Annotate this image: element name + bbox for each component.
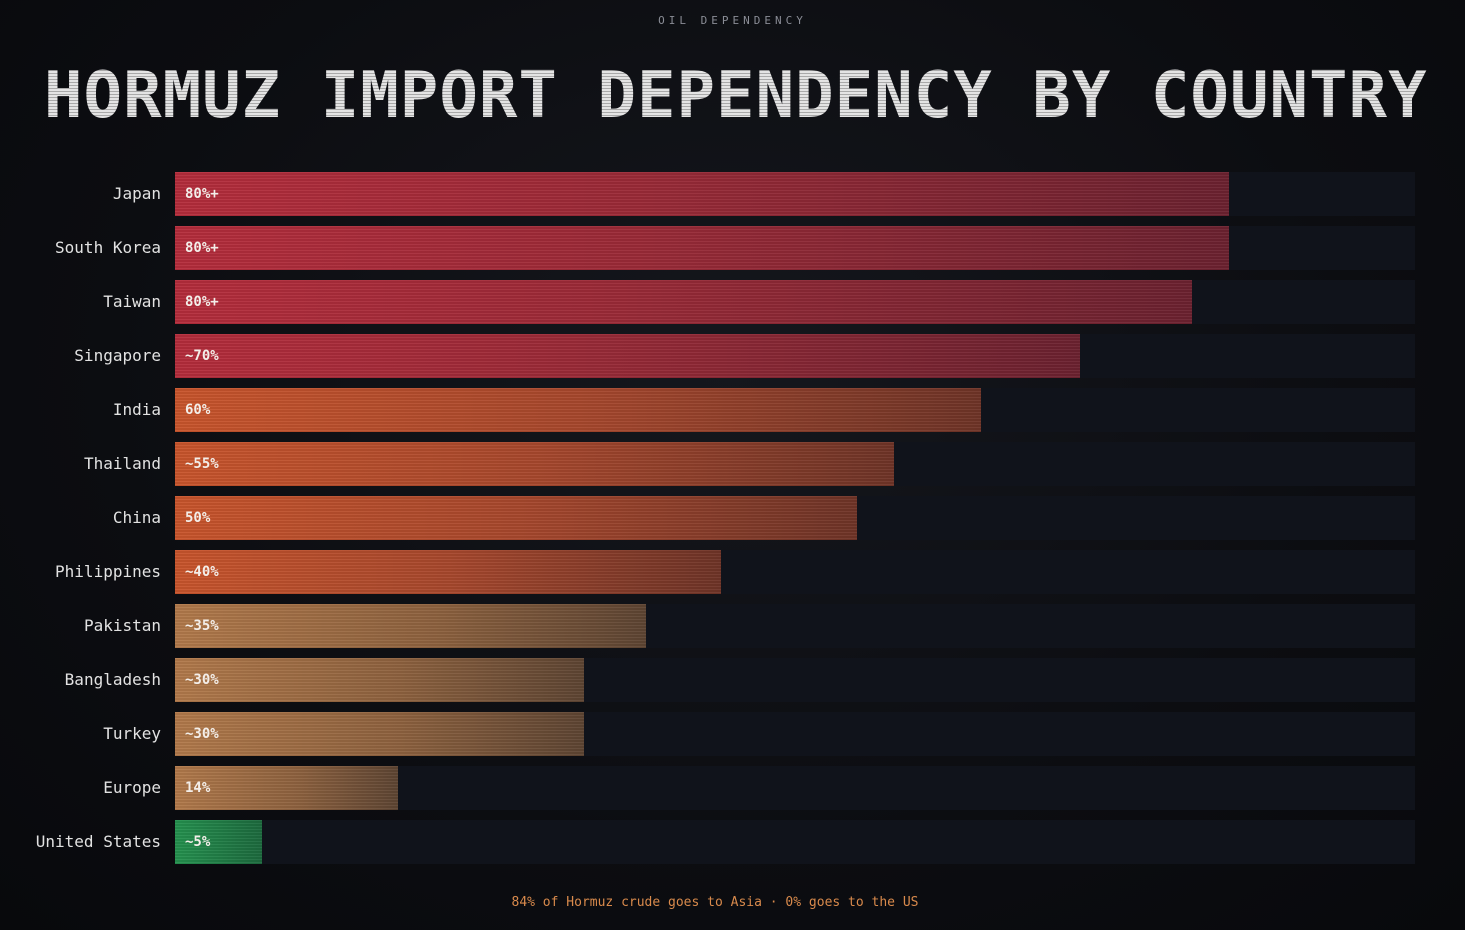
bar-row: India 60% bbox=[0, 388, 1465, 432]
bar-track: 14% bbox=[175, 766, 1415, 810]
bar-row: Pakistan ~35% bbox=[0, 604, 1465, 648]
category-label: Philippines bbox=[55, 562, 161, 581]
data-label: ~35% bbox=[185, 618, 219, 634]
bar: ~70% bbox=[175, 334, 1080, 378]
data-label: ~70% bbox=[185, 348, 219, 364]
data-label: ~5% bbox=[185, 834, 211, 850]
category-label: Europe bbox=[103, 778, 161, 797]
bar: ~35% bbox=[175, 604, 646, 648]
bar-track: ~5% bbox=[175, 820, 1415, 864]
bar-track: 80%+ bbox=[175, 226, 1415, 270]
category-label: India bbox=[112, 400, 161, 419]
data-label: ~40% bbox=[185, 564, 219, 580]
bar: 50% bbox=[175, 496, 857, 540]
bar: 80%+ bbox=[175, 280, 1192, 324]
bar: ~30% bbox=[175, 712, 584, 756]
data-label: 80%+ bbox=[185, 240, 219, 256]
category-label: United States bbox=[35, 832, 161, 851]
bar-track: ~30% bbox=[175, 658, 1415, 702]
data-label: ~30% bbox=[185, 672, 219, 688]
bar-track: 80%+ bbox=[175, 280, 1415, 324]
bar: ~30% bbox=[175, 658, 584, 702]
bar-row: Taiwan 80%+ bbox=[0, 280, 1465, 324]
bar-track: ~70% bbox=[175, 334, 1415, 378]
bar-track: 60% bbox=[175, 388, 1415, 432]
bar: ~5% bbox=[175, 820, 262, 864]
bar-track: ~55% bbox=[175, 442, 1415, 486]
category-label: Bangladesh bbox=[64, 670, 161, 689]
category-label: Pakistan bbox=[83, 616, 161, 635]
bar-row: South Korea 80%+ bbox=[0, 226, 1465, 270]
bar-row: Singapore ~70% bbox=[0, 334, 1465, 378]
bar-row: Japan 80%+ bbox=[0, 172, 1465, 216]
bar-track: 50% bbox=[175, 496, 1415, 540]
data-label: 60% bbox=[185, 402, 211, 418]
category-label: Singapore bbox=[74, 346, 161, 365]
bar-row: China 50% bbox=[0, 496, 1465, 540]
chart-title: HORMUZ IMPORT DEPENDENCY BY COUNTRY bbox=[44, 56, 1444, 136]
bar-row: Thailand ~55% bbox=[0, 442, 1465, 486]
bar-track: ~40% bbox=[175, 550, 1415, 594]
bar-row: Bangladesh ~30% bbox=[0, 658, 1465, 702]
bar-track: ~35% bbox=[175, 604, 1415, 648]
bar: 14% bbox=[175, 766, 398, 810]
bar: 80%+ bbox=[175, 172, 1229, 216]
data-label: 80%+ bbox=[185, 294, 219, 310]
bar-row: Philippines ~40% bbox=[0, 550, 1465, 594]
bar-row: United States ~5% bbox=[0, 820, 1465, 864]
category-label: Japan bbox=[112, 184, 161, 203]
category-label: Turkey bbox=[103, 724, 161, 743]
data-label: 80%+ bbox=[185, 186, 219, 202]
bar: ~40% bbox=[175, 550, 721, 594]
bar-track: 80%+ bbox=[175, 172, 1415, 216]
bar: 80%+ bbox=[175, 226, 1229, 270]
category-label: Taiwan bbox=[103, 292, 161, 311]
data-label: 50% bbox=[185, 510, 211, 526]
eyebrow-label: OIL DEPENDENCY bbox=[658, 14, 807, 27]
data-label: ~30% bbox=[185, 726, 219, 742]
data-label: 14% bbox=[185, 780, 211, 796]
bar-row: Turkey ~30% bbox=[0, 712, 1465, 756]
bar-chart: Japan 80%+ South Korea 80%+ Taiwan 80%+ Singap… bbox=[0, 172, 1465, 872]
bar-track: ~30% bbox=[175, 712, 1415, 756]
bar: 60% bbox=[175, 388, 981, 432]
bar-row: Europe 14% bbox=[0, 766, 1465, 810]
bar: ~55% bbox=[175, 442, 894, 486]
footnote: 84% of Hormuz crude goes to Asia · 0% go… bbox=[511, 895, 919, 910]
category-label: Thailand bbox=[83, 454, 161, 473]
category-label: South Korea bbox=[55, 238, 161, 257]
data-label: ~55% bbox=[185, 456, 219, 472]
category-label: China bbox=[112, 508, 161, 527]
